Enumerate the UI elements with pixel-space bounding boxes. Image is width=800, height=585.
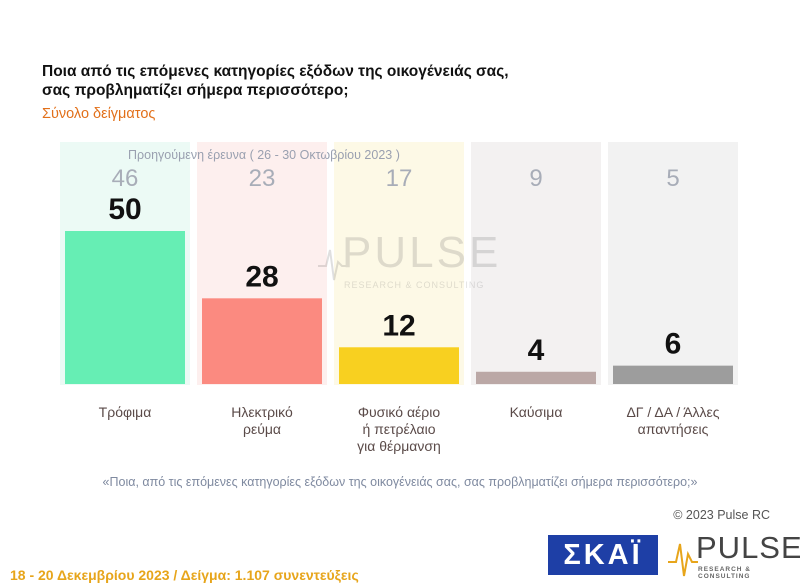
skai-logo: ΣΚΑΪ [548, 535, 658, 575]
bar-column-background [471, 142, 601, 385]
pulse-logo-sub: RESEARCH & CONSULTING [698, 566, 751, 580]
pulse-line-icon [668, 543, 698, 577]
bar-column-background [334, 142, 464, 385]
bar [65, 231, 185, 384]
chart-subtitle: Σύνολο δείγματος [42, 106, 156, 122]
bar-value-label: 4 [528, 334, 545, 367]
category-label: ΔΓ / ΔΑ / Άλλες [626, 404, 719, 420]
pulse-watermark-word: PULSE [342, 228, 502, 277]
previous-value-label: 9 [529, 165, 542, 192]
survey-info: 18 - 20 Δεκεμβρίου 2023 / Δείγμα: 1.107 … [10, 567, 359, 583]
previous-value-label: 17 [386, 165, 413, 192]
pulse-logo-word: PULSE [696, 530, 800, 565]
pulse-logo: PULSE RESEARCH & CONSULTING [668, 530, 800, 580]
bar-value-label: 12 [382, 309, 415, 342]
bar-value-label: 50 [108, 193, 141, 226]
category-label: ή πετρέλαιο [362, 421, 435, 437]
previous-survey-label: Προηγούμενη έρευνα ( 26 - 30 Οκτωβρίου 2… [128, 148, 400, 162]
category-label: απαντήσεις [638, 421, 709, 437]
chart-title: Ποια από τις επόμενες κατηγορίες εξόδων … [42, 62, 509, 100]
category-label: Τρόφιμα [99, 404, 152, 420]
previous-value-label: 46 [112, 165, 139, 192]
bar-value-label: 28 [245, 260, 278, 293]
bar-chart: 5046Τρόφιμα2823Ηλεκτρικόρεύμα1217Φυσικό … [60, 142, 738, 454]
copyright-text: © 2023 Pulse RC [673, 508, 770, 522]
category-label: για θέρμανση [357, 438, 441, 454]
bar [476, 371, 596, 384]
bar-value-label: 6 [665, 328, 682, 361]
bar-column-background [608, 142, 738, 385]
pulse-watermark-line-icon [318, 249, 348, 281]
previous-value-label: 5 [666, 165, 679, 192]
pulse-watermark-sub: RESEARCH & CONSULTING [344, 280, 485, 290]
category-label: Ηλεκτρικό [231, 404, 293, 420]
category-label: Καύσιμα [510, 404, 563, 420]
pulse-watermark: PULSE RESEARCH & CONSULTING [318, 228, 508, 296]
bar [613, 365, 733, 384]
category-label: Φυσικό αέριο [358, 404, 440, 420]
bar [339, 347, 459, 384]
chart-title-line-2: σας προβληματίζει σήμερα περισσότερο; [42, 82, 349, 99]
question-note: «Ποια, από τις επόμενες κατηγορίες εξόδω… [102, 475, 698, 489]
bar [202, 298, 322, 384]
previous-value-label: 23 [249, 165, 276, 192]
chart-title-line-1: Ποια από τις επόμενες κατηγορίες εξόδων … [42, 63, 509, 80]
category-label: ρεύμα [243, 421, 281, 437]
